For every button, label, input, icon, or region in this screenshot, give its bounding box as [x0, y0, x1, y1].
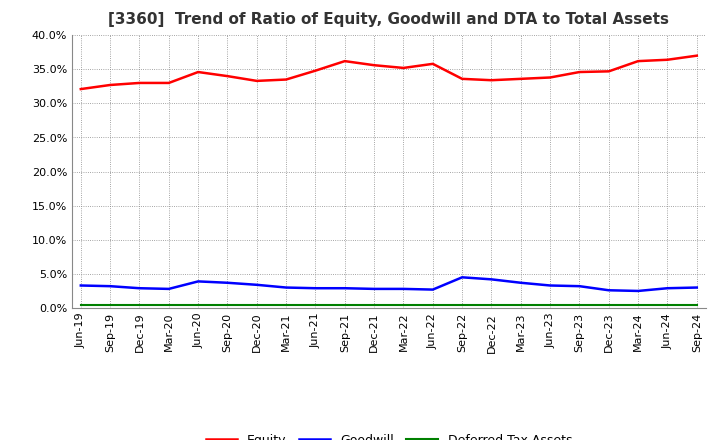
Equity — [223, 73, 232, 79]
Equity — [341, 59, 349, 64]
Deferred Tax Assets — [370, 302, 379, 307]
Deferred Tax Assets — [135, 302, 144, 307]
Equity — [546, 75, 554, 80]
Goodwill — [135, 286, 144, 291]
Goodwill — [605, 288, 613, 293]
Deferred Tax Assets — [458, 302, 467, 307]
Goodwill — [575, 283, 584, 289]
Deferred Tax Assets — [194, 302, 202, 307]
Deferred Tax Assets — [223, 302, 232, 307]
Line: Goodwill: Goodwill — [81, 277, 697, 291]
Goodwill — [693, 285, 701, 290]
Deferred Tax Assets — [487, 302, 496, 307]
Equity — [663, 57, 672, 62]
Goodwill — [164, 286, 173, 292]
Equity — [106, 82, 114, 88]
Equity — [693, 53, 701, 58]
Deferred Tax Assets — [311, 302, 320, 307]
Goodwill — [253, 282, 261, 287]
Goodwill — [311, 286, 320, 291]
Equity — [76, 86, 85, 92]
Deferred Tax Assets — [546, 302, 554, 307]
Legend: Equity, Goodwill, Deferred Tax Assets: Equity, Goodwill, Deferred Tax Assets — [201, 429, 577, 440]
Deferred Tax Assets — [428, 302, 437, 307]
Goodwill — [634, 288, 642, 293]
Goodwill — [76, 283, 85, 288]
Goodwill — [428, 287, 437, 292]
Goodwill — [223, 280, 232, 286]
Equity — [458, 76, 467, 81]
Goodwill — [370, 286, 379, 292]
Equity — [370, 62, 379, 68]
Deferred Tax Assets — [76, 302, 85, 307]
Equity — [311, 68, 320, 73]
Deferred Tax Assets — [341, 302, 349, 307]
Equity — [399, 65, 408, 70]
Equity — [487, 77, 496, 83]
Deferred Tax Assets — [693, 302, 701, 307]
Deferred Tax Assets — [605, 302, 613, 307]
Deferred Tax Assets — [282, 302, 290, 307]
Deferred Tax Assets — [253, 302, 261, 307]
Goodwill — [341, 286, 349, 291]
Equity — [605, 69, 613, 74]
Line: Equity: Equity — [81, 55, 697, 89]
Equity — [575, 70, 584, 75]
Equity — [164, 80, 173, 85]
Goodwill — [516, 280, 525, 286]
Deferred Tax Assets — [634, 302, 642, 307]
Goodwill — [106, 283, 114, 289]
Deferred Tax Assets — [663, 302, 672, 307]
Deferred Tax Assets — [164, 302, 173, 307]
Goodwill — [458, 275, 467, 280]
Equity — [253, 78, 261, 84]
Deferred Tax Assets — [516, 302, 525, 307]
Equity — [282, 77, 290, 82]
Goodwill — [282, 285, 290, 290]
Deferred Tax Assets — [399, 302, 408, 307]
Deferred Tax Assets — [575, 302, 584, 307]
Equity — [194, 70, 202, 75]
Goodwill — [194, 279, 202, 284]
Goodwill — [663, 286, 672, 291]
Goodwill — [399, 286, 408, 292]
Equity — [634, 59, 642, 64]
Equity — [135, 80, 144, 85]
Title: [3360]  Trend of Ratio of Equity, Goodwill and DTA to Total Assets: [3360] Trend of Ratio of Equity, Goodwil… — [108, 12, 670, 27]
Equity — [516, 76, 525, 81]
Goodwill — [546, 283, 554, 288]
Equity — [428, 61, 437, 66]
Deferred Tax Assets — [106, 302, 114, 307]
Goodwill — [487, 277, 496, 282]
